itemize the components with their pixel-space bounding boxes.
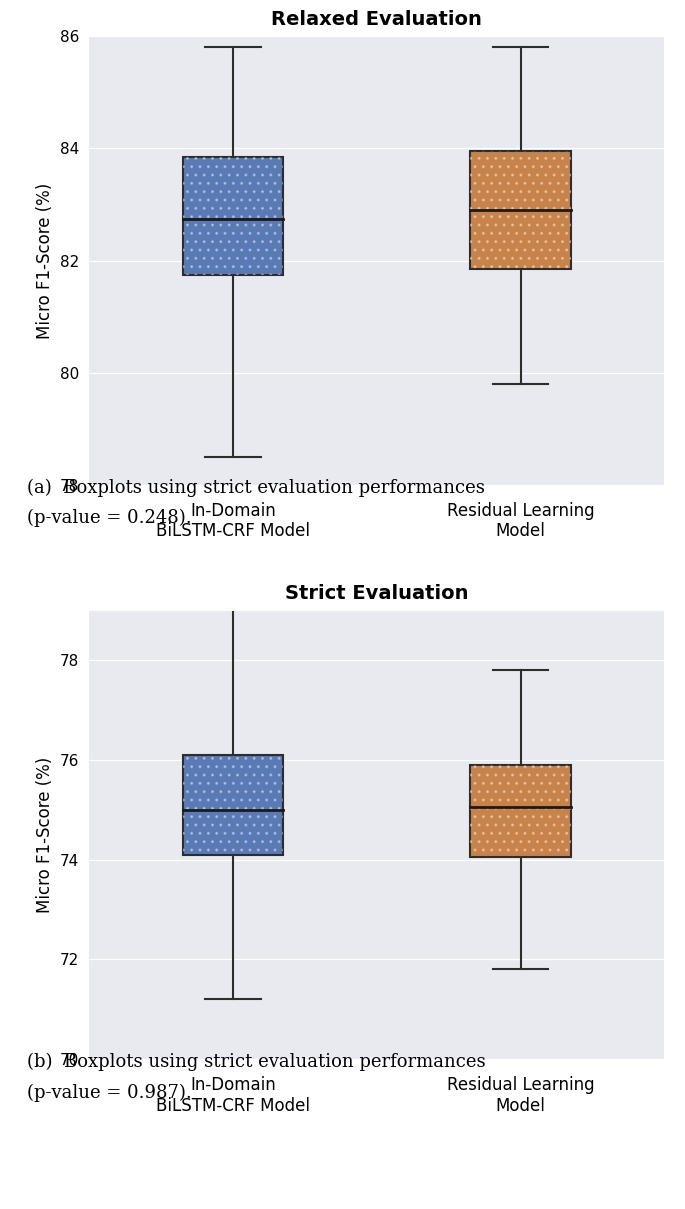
Text: (b)  Boxplots using strict evaluation performances: (b) Boxplots using strict evaluation per… [27,1053,486,1071]
Bar [182,157,283,274]
Bar [470,151,571,270]
Bar [470,151,571,270]
Text: (p-value = 0.987).: (p-value = 0.987). [27,1083,192,1101]
Y-axis label: Micro F1-Score (%): Micro F1-Score (%) [36,183,54,339]
Title: Relaxed Evaluation: Relaxed Evaluation [271,10,482,29]
Title: Strict Evaluation: Strict Evaluation [285,584,469,603]
Y-axis label: Micro F1-Score (%): Micro F1-Score (%) [36,757,54,913]
Bar [182,756,283,855]
Bar [470,765,571,857]
Bar [470,765,571,857]
Bar [182,157,283,274]
Bar [182,756,283,855]
Text: (p-value = 0.248).: (p-value = 0.248). [27,509,192,527]
Text: (a)  Boxplots using strict evaluation performances: (a) Boxplots using strict evaluation per… [27,479,485,497]
